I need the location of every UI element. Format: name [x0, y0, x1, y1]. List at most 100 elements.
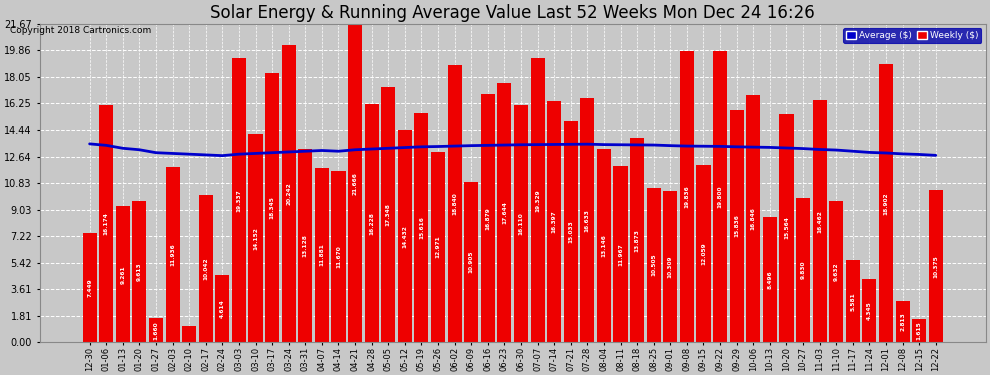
- Text: 14.432: 14.432: [402, 225, 407, 248]
- Legend: Average ($), Weekly ($): Average ($), Weekly ($): [842, 28, 981, 43]
- Bar: [830, 201, 843, 342]
- Text: 16.846: 16.846: [750, 207, 755, 230]
- Bar: [199, 195, 213, 342]
- Text: 13.146: 13.146: [602, 234, 607, 257]
- Text: 2.813: 2.813: [900, 312, 905, 331]
- Bar: [182, 326, 196, 342]
- Bar: [663, 191, 677, 342]
- Bar: [646, 188, 660, 342]
- Bar: [148, 318, 163, 342]
- Text: 19.329: 19.329: [535, 189, 541, 211]
- Bar: [763, 217, 777, 342]
- Title: Solar Energy & Running Average Value Last 52 Weeks Mon Dec 24 16:26: Solar Energy & Running Average Value Las…: [210, 4, 815, 22]
- Text: 10.505: 10.505: [651, 254, 656, 276]
- Text: 19.337: 19.337: [237, 189, 242, 211]
- Text: 16.633: 16.633: [585, 209, 590, 231]
- Bar: [332, 171, 346, 342]
- Bar: [746, 94, 760, 342]
- Text: 18.840: 18.840: [452, 192, 457, 215]
- Text: 10.042: 10.042: [203, 257, 208, 280]
- Bar: [879, 64, 893, 342]
- Bar: [497, 83, 512, 342]
- Text: 11.670: 11.670: [336, 245, 341, 268]
- Text: 7.449: 7.449: [87, 278, 92, 297]
- Text: 9.613: 9.613: [137, 262, 142, 281]
- Text: 9.261: 9.261: [121, 265, 126, 284]
- Bar: [265, 73, 279, 342]
- Text: 12.059: 12.059: [701, 242, 706, 265]
- Bar: [680, 51, 694, 342]
- Bar: [514, 105, 528, 342]
- Bar: [912, 319, 927, 342]
- Text: 16.462: 16.462: [817, 210, 822, 233]
- Text: 18.902: 18.902: [883, 192, 888, 215]
- Text: 4.614: 4.614: [220, 299, 225, 318]
- Bar: [464, 182, 478, 342]
- Text: 11.967: 11.967: [618, 243, 623, 266]
- Text: 10.375: 10.375: [934, 255, 939, 278]
- Bar: [531, 58, 544, 342]
- Text: 1.615: 1.615: [917, 321, 922, 340]
- Text: 8.496: 8.496: [767, 271, 772, 289]
- Text: 19.836: 19.836: [684, 185, 689, 208]
- Bar: [696, 165, 711, 342]
- Text: 13.128: 13.128: [303, 234, 308, 257]
- Text: 1.660: 1.660: [153, 321, 158, 339]
- Text: 16.174: 16.174: [104, 212, 109, 235]
- Bar: [481, 94, 495, 342]
- Text: 15.033: 15.033: [568, 220, 573, 243]
- Bar: [282, 45, 296, 342]
- Bar: [431, 152, 446, 342]
- Text: 14.152: 14.152: [253, 227, 258, 250]
- Bar: [563, 122, 578, 342]
- Bar: [547, 101, 561, 342]
- Bar: [248, 134, 262, 342]
- Text: 9.830: 9.830: [801, 261, 806, 279]
- Bar: [597, 149, 611, 342]
- Text: 18.345: 18.345: [269, 196, 274, 219]
- Bar: [298, 149, 313, 342]
- Text: 17.348: 17.348: [386, 203, 391, 226]
- Text: 16.110: 16.110: [519, 213, 524, 236]
- Bar: [133, 201, 147, 342]
- Text: 16.228: 16.228: [369, 211, 374, 234]
- Bar: [82, 233, 97, 342]
- Text: 15.836: 15.836: [735, 214, 740, 237]
- Bar: [862, 279, 876, 342]
- Text: 9.632: 9.632: [834, 262, 839, 281]
- Text: 11.936: 11.936: [170, 243, 175, 266]
- Bar: [779, 114, 794, 342]
- Text: 12.971: 12.971: [436, 236, 441, 258]
- Text: 16.397: 16.397: [551, 210, 556, 233]
- Bar: [215, 274, 230, 342]
- Text: 15.564: 15.564: [784, 216, 789, 239]
- Bar: [381, 87, 395, 342]
- Bar: [614, 166, 628, 342]
- Text: 4.345: 4.345: [867, 301, 872, 320]
- Bar: [796, 198, 810, 342]
- Bar: [364, 104, 379, 342]
- Text: 15.616: 15.616: [419, 216, 424, 239]
- Text: 11.881: 11.881: [320, 244, 325, 267]
- Bar: [630, 138, 644, 342]
- Bar: [713, 51, 727, 342]
- Text: 20.242: 20.242: [286, 182, 291, 205]
- Text: 21.666: 21.666: [352, 172, 357, 195]
- Bar: [929, 190, 942, 342]
- Text: 13.873: 13.873: [635, 229, 640, 252]
- Text: 17.644: 17.644: [502, 201, 507, 224]
- Text: 10.309: 10.309: [668, 255, 673, 278]
- Bar: [165, 167, 179, 342]
- Bar: [398, 130, 412, 342]
- Bar: [813, 100, 827, 342]
- Bar: [116, 206, 130, 342]
- Bar: [315, 168, 329, 342]
- Bar: [348, 24, 362, 342]
- Bar: [232, 58, 246, 342]
- Bar: [580, 98, 594, 342]
- Text: 10.905: 10.905: [468, 251, 474, 273]
- Bar: [415, 113, 429, 342]
- Bar: [896, 301, 910, 342]
- Bar: [845, 260, 860, 342]
- Bar: [730, 110, 743, 342]
